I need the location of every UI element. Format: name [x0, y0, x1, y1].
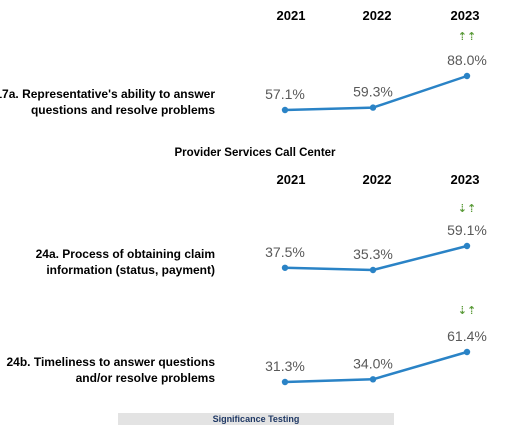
data-label: 88.0% [447, 52, 487, 68]
year-label-2022: 2022 [363, 172, 392, 187]
data-point [369, 266, 377, 274]
data-label: 31.3% [265, 358, 305, 374]
data-label: 34.0% [353, 355, 393, 371]
chart-panel-1: 17a. Representative's ability to answer q… [0, 31, 487, 117]
data-label: 37.5% [265, 244, 305, 260]
year-label-2022: 2022 [363, 8, 392, 23]
data-point [369, 104, 377, 111]
chart-panel-2: 24a. Process of obtaining claim informati… [36, 203, 487, 277]
item-label-line: and/or resolve problems [76, 371, 216, 385]
data-point [463, 242, 471, 250]
data-point [463, 348, 471, 356]
year-header-top: 2021 2022 2023 [277, 8, 480, 23]
significance-arrows-icon: ⇣⇡ [458, 305, 476, 317]
year-label-2023: 2023 [451, 172, 480, 187]
data-point [281, 264, 289, 271]
data-label: 61.4% [447, 328, 487, 344]
year-header-bottom: 2021 2022 2023 [277, 172, 480, 187]
data-point [463, 72, 471, 80]
year-label-2021: 2021 [277, 8, 306, 23]
chart-panel-3: 24b. Timeliness to answer questions and/o… [6, 305, 487, 386]
significance-arrows-icon: ⇣⇡ [458, 203, 476, 215]
data-label: 35.3% [353, 246, 393, 262]
year-label-2023: 2023 [451, 8, 480, 23]
data-point [369, 376, 377, 383]
data-point [281, 378, 289, 386]
data-label: 57.1% [265, 86, 305, 102]
significance-testing-label: Significance Testing [118, 413, 394, 425]
item-label-line: questions and resolve problems [31, 103, 215, 117]
data-point [281, 106, 289, 114]
significance-arrows-icon: ⇡⇡ [458, 31, 476, 43]
item-label-line: 24b. Timeliness to answer questions [6, 355, 215, 369]
item-label-line: 24a. Process of obtaining claim [36, 247, 215, 261]
item-label-line: information (status, payment) [46, 263, 215, 277]
section-title: Provider Services Call Center [174, 147, 336, 159]
data-label: 59.3% [353, 84, 393, 100]
year-label-2021: 2021 [277, 172, 306, 187]
data-label: 59.1% [447, 222, 487, 238]
item-label-line: 17a. Representative's ability to answer [0, 87, 215, 101]
